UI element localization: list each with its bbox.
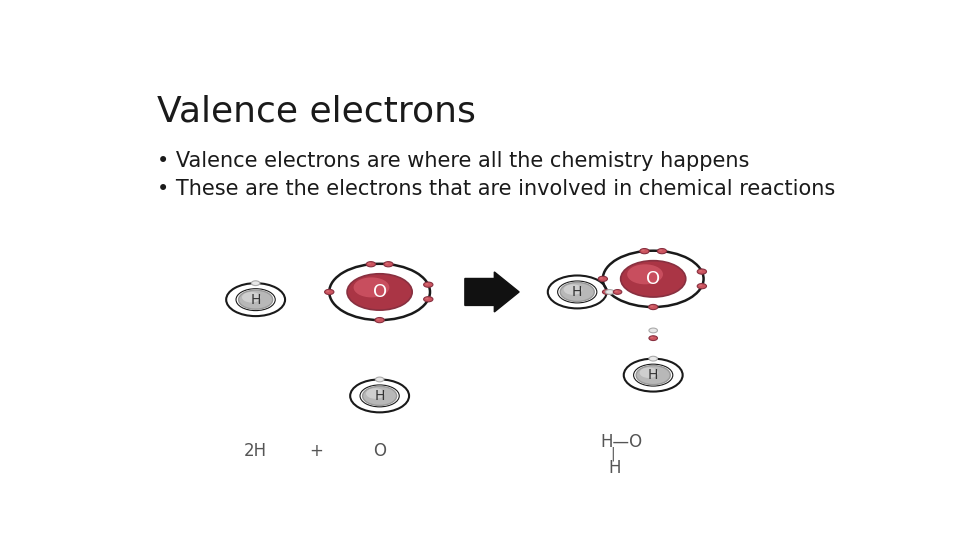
Text: Valence electrons: Valence electrons [157,94,476,128]
Circle shape [604,291,607,292]
Circle shape [659,249,662,251]
Circle shape [614,291,618,292]
Circle shape [366,261,375,267]
Circle shape [363,387,396,406]
Text: O: O [373,442,386,460]
Circle shape [375,377,384,382]
Circle shape [375,318,384,323]
Text: H: H [251,293,261,307]
Circle shape [326,291,329,292]
Text: +: + [309,442,323,460]
Text: • These are the electrons that are involved in chemical reactions: • These are the electrons that are invol… [157,179,835,199]
Circle shape [699,285,702,286]
Circle shape [598,276,608,281]
Circle shape [627,264,663,285]
Text: H: H [374,389,385,403]
Circle shape [639,368,659,378]
Circle shape [697,284,707,289]
Text: |: | [611,447,615,461]
Circle shape [606,289,614,294]
Circle shape [699,270,702,272]
Circle shape [368,262,372,265]
Circle shape [239,290,273,309]
Circle shape [425,298,428,299]
Text: 2H: 2H [244,442,267,460]
Circle shape [242,292,261,302]
Circle shape [425,283,428,285]
Circle shape [324,289,334,294]
Circle shape [649,328,658,333]
Text: O: O [646,270,660,288]
Circle shape [650,305,654,307]
Circle shape [561,282,594,301]
Circle shape [385,262,389,265]
Text: H: H [648,368,659,382]
Circle shape [649,336,658,341]
Text: H—O: H—O [601,433,642,451]
Circle shape [366,388,385,399]
Circle shape [423,296,433,302]
Circle shape [658,248,666,254]
Circle shape [641,249,645,251]
Circle shape [600,277,603,279]
Circle shape [697,269,707,274]
Text: H: H [609,459,621,477]
Circle shape [384,261,393,267]
FancyArrow shape [465,272,519,312]
Circle shape [651,336,654,338]
Circle shape [564,285,583,295]
Circle shape [649,356,658,361]
Circle shape [376,319,380,320]
Circle shape [423,282,433,287]
Circle shape [353,278,390,298]
Circle shape [252,281,260,286]
Circle shape [639,248,649,254]
Circle shape [603,289,611,294]
Circle shape [621,261,685,297]
Text: • Valence electrons are where all the chemistry happens: • Valence electrons are where all the ch… [157,151,750,171]
Text: O: O [372,283,387,301]
Circle shape [613,289,622,294]
Circle shape [636,366,670,384]
Circle shape [649,305,658,309]
Circle shape [348,274,412,310]
Text: H: H [572,285,583,299]
